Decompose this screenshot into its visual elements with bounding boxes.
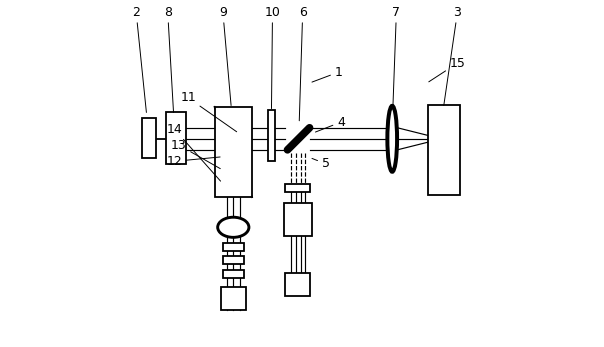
Bar: [142, 118, 156, 158]
Text: 15: 15: [429, 57, 466, 82]
Bar: [222, 287, 246, 310]
Ellipse shape: [217, 217, 249, 237]
Text: 5: 5: [312, 157, 330, 170]
Bar: [166, 112, 186, 164]
Text: 7: 7: [393, 6, 400, 105]
Text: 9: 9: [219, 6, 231, 105]
Ellipse shape: [387, 106, 397, 172]
Bar: [223, 243, 244, 251]
Text: 10: 10: [265, 6, 280, 109]
Text: 11: 11: [181, 91, 237, 132]
Bar: [428, 105, 460, 195]
Bar: [223, 256, 244, 264]
Text: 3: 3: [444, 6, 461, 105]
Text: 13: 13: [171, 138, 220, 169]
Text: 12: 12: [167, 155, 220, 168]
Bar: [268, 110, 275, 161]
Text: 2: 2: [132, 6, 146, 112]
Text: 6: 6: [299, 6, 307, 121]
Text: 4: 4: [315, 116, 345, 132]
Bar: [223, 270, 244, 278]
Bar: [285, 184, 310, 192]
Bar: [284, 203, 312, 236]
Text: 14: 14: [167, 122, 220, 181]
Text: 1: 1: [312, 66, 342, 82]
Bar: [285, 273, 310, 296]
Bar: [214, 107, 252, 197]
Text: 8: 8: [164, 6, 173, 112]
